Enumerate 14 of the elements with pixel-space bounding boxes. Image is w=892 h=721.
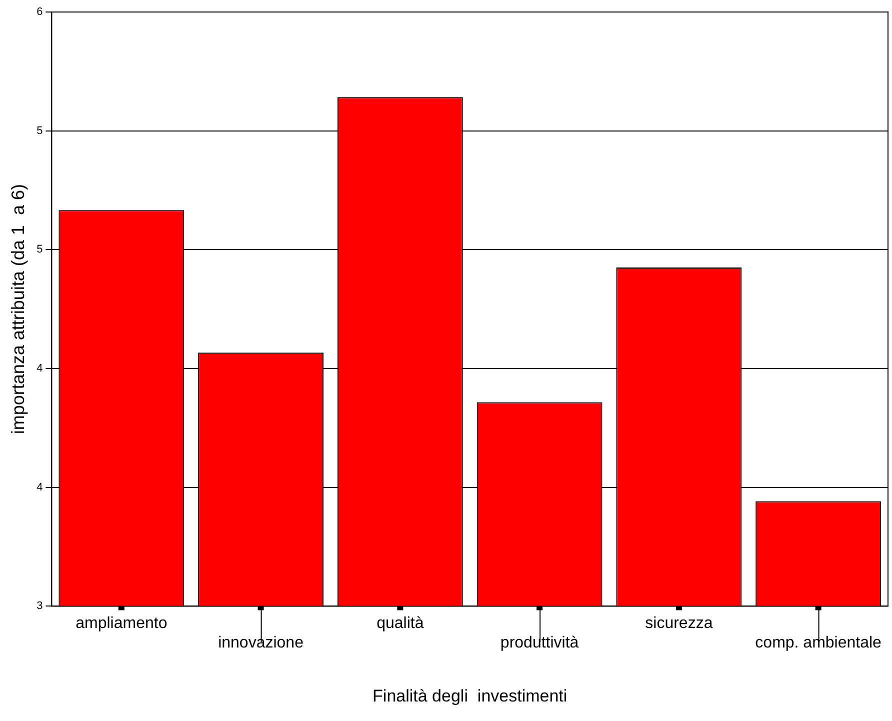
x-tick-label: sicurezza [645,615,713,632]
x-tick-label: qualità [376,615,424,632]
y-tick-label: 5 [36,124,43,137]
y-tick-label: 3 [36,600,43,612]
x-axis-title: Finalità degli investimenti [372,686,568,706]
x-tick-label: comp. ambientale [755,634,882,652]
y-tick-label: 4 [36,362,43,375]
y-tick-label: 4 [36,481,43,494]
x-tick-label: ampliamento [76,615,168,632]
x-tick-label: produttività [500,634,579,652]
y-axis-title: importanza attribuita (da 1 a 6) [8,184,28,434]
x-tick-label: innovazione [218,634,304,652]
y-tick-label: 5 [36,244,43,256]
y-tick-label: 6 [36,6,43,18]
